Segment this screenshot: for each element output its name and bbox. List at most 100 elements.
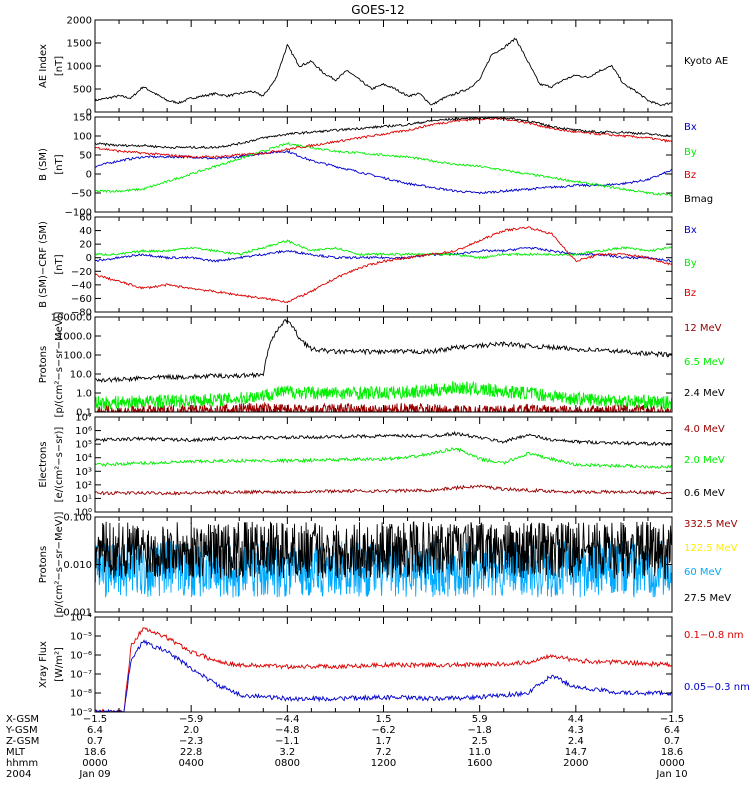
legend-entry: 2.0 MeV [684, 455, 725, 466]
y-tick-label: 500 [73, 85, 92, 96]
y-tick-label: 0 [86, 253, 92, 264]
series-line-2-0-mev [95, 447, 672, 469]
ephemeris-value: 18.6 [84, 747, 106, 758]
y-tick-label: 0 [86, 170, 92, 181]
legend-entry: 332.5 MeV [684, 519, 738, 530]
legend-entry: 12 MeV [684, 323, 722, 334]
y-axis-label: Protons [38, 546, 49, 583]
y-tick-label: 2000 [67, 16, 92, 27]
series-group [95, 430, 672, 496]
ephemeris-value: −5.9 [179, 714, 203, 725]
y-axis-label: Protons [38, 346, 49, 383]
date-start: Jan 09 [78, 769, 110, 780]
y-tick-label: 1000 [67, 62, 92, 73]
ephemeris-table: X-GSM −1.5 −5.9 −4.4 1.5 5.9 4.4 −1.5 Y-GSM 6.4 2.… [5, 714, 688, 780]
ephemeris-value: −1.5 [83, 714, 107, 725]
panel-ae: 0 500 1000 1500 2000 AE Index [nT] Kyoto AE [38, 16, 728, 119]
series-line-0-05-0-3-nm [95, 639, 672, 712]
legend-entry: Bx [684, 122, 697, 133]
legend-entry: Kyoto AE [684, 56, 728, 67]
y-axis-label: [p/(cm²−s−sr−MeV)] [54, 511, 65, 617]
legend-entry: 27.5 MeV [684, 593, 731, 604]
date-end: Jan 10 [655, 769, 687, 780]
series-group [95, 37, 672, 107]
ephemeris-value: 18.6 [661, 747, 683, 758]
series-line-0-6-mev [95, 430, 672, 447]
ephemeris-value: 1.7 [376, 736, 392, 747]
panel-protons2: 0.001 0.010 0.100 Protons [p/(cm²−s−sr−MeV)]… [38, 511, 738, 618]
panel-bsm: −100 −50 0 50 100 150 B (SM) [nT] Bx By Bz Bmag [38, 113, 713, 219]
ephemeris-value: 4.4 [568, 714, 584, 725]
legend-entry: 60 MeV [684, 567, 722, 578]
y-tick-label: 10⁶ [75, 426, 92, 437]
ephemeris-value: 6.4 [664, 725, 680, 736]
y-tick-label: 10⁻⁴ [70, 613, 92, 624]
ephemeris-value: 3.2 [279, 747, 295, 758]
ephemeris-value: 2000 [563, 758, 588, 769]
legend-entry: By [684, 258, 697, 269]
y-tick-label: 10⁷ [75, 413, 92, 424]
legend-entry: 2.4 MeV [684, 388, 725, 399]
series-group [95, 520, 672, 598]
ephemeris-value: 5.9 [472, 714, 488, 725]
legend-entry: 4.0 MeV [684, 424, 725, 435]
series-group [95, 226, 672, 304]
series-line-4-0-mev [95, 484, 672, 496]
series-line-bmag [95, 117, 672, 150]
ephemeris-value: 0800 [275, 758, 300, 769]
ephemeris-value: 6.4 [87, 725, 103, 736]
y-tick-label: −20 [71, 267, 92, 278]
legend-entry: 0.6 MeV [684, 488, 725, 499]
ephemeris-value: 2.4 [568, 736, 584, 747]
panel-bdiff: −80 −60 −40 −20 0 20 40 60 B (SM)−CRF (SM) [nT] Bx… [38, 213, 697, 319]
ephemeris-year: 2004 [6, 769, 31, 780]
ephemeris-value: 11.0 [469, 747, 491, 758]
y-tick-label: 100.0 [63, 351, 92, 362]
y-axis-label: Xray Flux [38, 641, 49, 688]
panel-frame [94, 216, 673, 313]
y-tick-label: 150 [73, 113, 92, 124]
panel-electrons: 10⁰ 10¹ 10² 10³ 10⁴ 10⁵ 10⁶ 10⁷ Electrons [e/(cm²… [38, 413, 725, 519]
ephemeris-value: 2.5 [472, 736, 488, 747]
series-line-6-5-mev [95, 380, 672, 411]
y-tick-label: 10⁰ [75, 508, 92, 519]
ephemeris-value: −1.1 [275, 736, 299, 747]
y-tick-label: −40 [71, 280, 92, 291]
ephemeris-value: 4.3 [568, 725, 584, 736]
y-tick-label: 10³ [75, 467, 92, 478]
ephemeris-row-label: Y-GSM [5, 725, 38, 736]
y-tick-label: 10¹ [75, 494, 92, 505]
y-tick-label: 10⁵ [75, 440, 92, 451]
legend-entry: 0.1−0.8 nm [684, 630, 743, 641]
y-axis-label: B (SM)−CRF (SM) [38, 221, 49, 308]
ephemeris-row-label: hhmm [6, 758, 38, 769]
legend-entry: Bz [684, 288, 696, 299]
ephemeris-value: 2.0 [183, 725, 199, 736]
ephemeris-value: 0.7 [87, 736, 103, 747]
legend-entry: Bmag [684, 194, 713, 205]
y-tick-label: 10⁻⁶ [70, 651, 92, 662]
legend-entry: 0.05−0.3 nm [684, 682, 750, 693]
ephemeris-value: −4.4 [275, 714, 299, 725]
ephemeris-value: 14.7 [565, 747, 587, 758]
legend-entry: Bz [684, 170, 696, 181]
y-tick-label: 10⁻⁸ [70, 689, 92, 700]
series-group [95, 319, 672, 412]
ephemeris-row-label: Z-GSM [6, 736, 39, 747]
y-axis-label: B (SM) [38, 148, 49, 181]
ephemeris-row-label: MLT [6, 747, 26, 758]
series-line-bx [95, 246, 672, 263]
ephemeris-value: 7.2 [376, 747, 392, 758]
ephemeris-value: 1.5 [376, 714, 392, 725]
series-line-bz [95, 226, 672, 304]
y-tick-label: 60 [79, 213, 92, 224]
y-tick-label: 0.1 [76, 408, 92, 419]
y-tick-label: 10⁻⁷ [70, 670, 92, 681]
y-tick-label: −60 [71, 294, 92, 305]
series-line-by [95, 239, 672, 260]
ephemeris-value: 0000 [659, 758, 684, 769]
y-tick-label: 0.010 [63, 560, 92, 571]
y-tick-label: 10⁻⁹ [70, 708, 92, 719]
ephemeris-value: −2.3 [179, 736, 203, 747]
